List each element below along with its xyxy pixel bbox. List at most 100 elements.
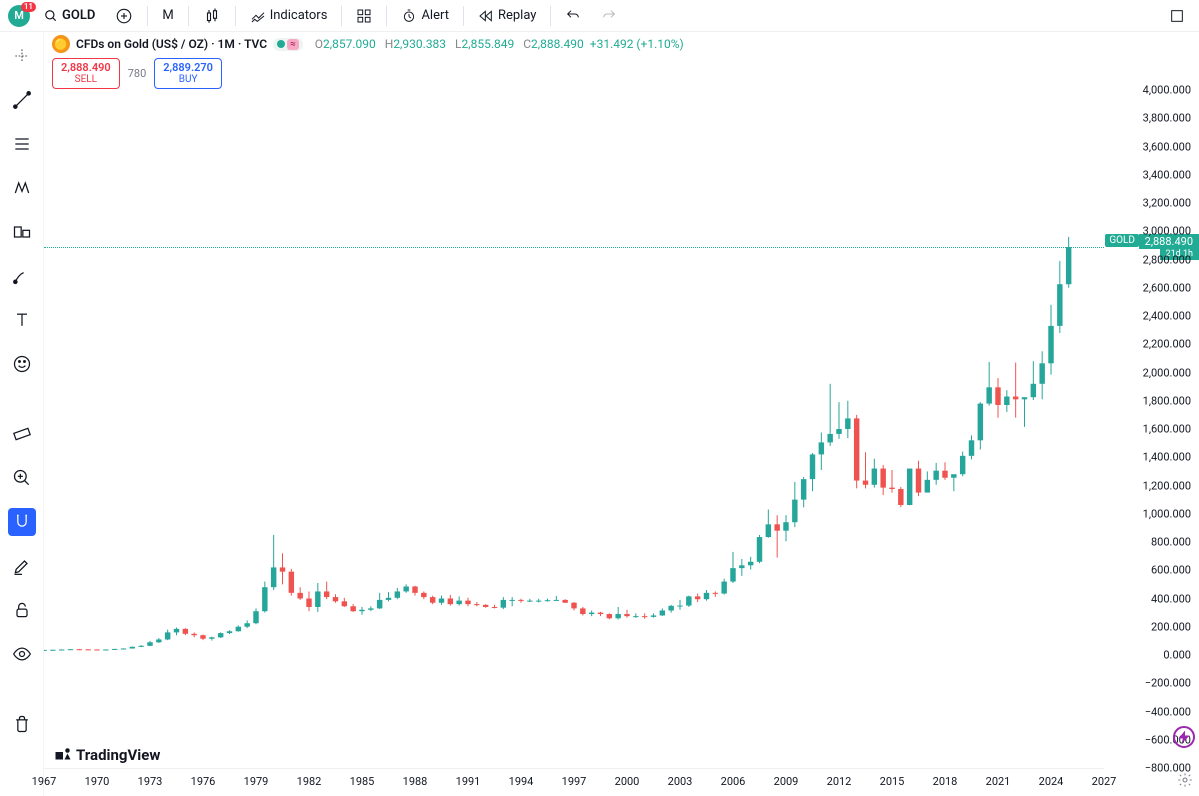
lock-tool[interactable] (8, 596, 36, 624)
x-axis-tick: 2012 (827, 775, 852, 788)
indicators-icon (250, 8, 266, 24)
redo-button[interactable] (595, 4, 623, 28)
candlestick-svg (44, 90, 1104, 768)
symbol-info-row: 🟡 CFDs on Gold (US$ / OZ) · 1M · TVC ≈ O… (44, 32, 1199, 56)
y-axis-tick: 3,600.000 (1143, 140, 1191, 153)
divider (463, 6, 464, 26)
x-axis-tick: 2018 (933, 775, 958, 788)
y-axis-tick: 400.000 (1151, 592, 1191, 605)
square-icon (1169, 8, 1185, 24)
crosshair-icon (12, 46, 32, 66)
y-axis-tick: 2,800.000 (1143, 253, 1191, 266)
x-axis-tick: 1997 (562, 775, 587, 788)
x-axis-tick: 1994 (509, 775, 534, 788)
tradingview-logo[interactable]: TradingView (54, 746, 160, 764)
replay-button[interactable]: Replay (472, 4, 543, 28)
emoji-tool[interactable] (8, 350, 36, 378)
lock-icon (12, 600, 32, 620)
drawing-toolbar (0, 32, 44, 796)
x-axis-tick: 1988 (403, 775, 428, 788)
ruler-tool[interactable] (8, 420, 36, 448)
y-axis-tick: 3,200.000 (1143, 197, 1191, 210)
y-axis-tick: 600.000 (1151, 564, 1191, 577)
price-axis[interactable]: GOLD 2,888.490 21d 1h −800.000−600.000−4… (1104, 90, 1199, 768)
x-axis-tick: 2024 (1039, 775, 1064, 788)
magnet-icon (12, 512, 32, 532)
lock-drawings-tool[interactable] (8, 552, 36, 580)
y-axis-tick: 1,000.000 (1143, 507, 1191, 520)
brush-tool[interactable] (8, 262, 36, 290)
goto-date-button[interactable] (1173, 726, 1195, 748)
time-axis[interactable]: 1967197019731976197919821985198819911994… (44, 768, 1104, 796)
market-status-dot (277, 40, 285, 48)
buy-button[interactable]: 2,889.270 BUY (154, 58, 222, 89)
buy-sell-row: 2,888.490 SELL 780 2,889.270 BUY (44, 56, 1199, 91)
symbol-name[interactable]: CFDs on Gold (US$ / OZ) · 1M · TVC (76, 37, 267, 51)
price-change: +31.492 (+1.10%) (590, 37, 684, 51)
tv-logo-icon (54, 746, 72, 764)
x-axis-tick: 2015 (880, 775, 905, 788)
eye-icon (12, 644, 32, 664)
axis-settings-button[interactable] (1177, 772, 1195, 790)
x-axis-tick: 2003 (668, 775, 693, 788)
cross-tool[interactable] (8, 42, 36, 70)
templates-button[interactable] (350, 4, 378, 28)
y-axis-tick: 800.000 (1151, 536, 1191, 549)
trendline-tool[interactable] (8, 86, 36, 114)
y-axis-tick: 3,800.000 (1143, 112, 1191, 125)
x-axis-tick: 2006 (721, 775, 746, 788)
interval-button[interactable]: M (156, 4, 179, 28)
fullscreen-button[interactable] (1163, 4, 1191, 28)
pattern-tool[interactable] (8, 174, 36, 202)
undo-icon (565, 8, 581, 24)
text-tool[interactable] (8, 306, 36, 334)
avatar-badge: 11 (21, 2, 36, 12)
xabcd-icon (12, 178, 32, 198)
top-toolbar: M 11 GOLD M Indicators Alert Replay (0, 0, 1199, 32)
hide-tool[interactable] (8, 640, 36, 668)
x-axis-tick: 1982 (297, 775, 322, 788)
pencil-icon (12, 556, 32, 576)
y-axis-tick: 0.000 (1163, 649, 1191, 662)
divider (386, 6, 387, 26)
alert-icon (401, 8, 417, 24)
smile-icon (12, 354, 32, 374)
x-axis-tick: 2027 (1092, 775, 1117, 788)
y-axis-tick: −400.000 (1145, 705, 1191, 718)
y-axis-tick: −200.000 (1145, 677, 1191, 690)
y-axis-tick: 3,400.000 (1143, 168, 1191, 181)
y-axis-tick: 1,200.000 (1143, 479, 1191, 492)
sell-button[interactable]: 2,888.490 SELL (52, 58, 120, 89)
price-chart[interactable]: TradingView (44, 90, 1104, 768)
horizontal-lines-icon (12, 134, 32, 154)
indicators-button[interactable]: Indicators (244, 4, 334, 28)
alert-button[interactable]: Alert (395, 4, 455, 28)
forecast-tool[interactable] (8, 218, 36, 246)
brush-icon (12, 266, 32, 286)
x-axis-tick: 1976 (191, 775, 216, 788)
y-axis-tick: 200.000 (1151, 620, 1191, 633)
divider (235, 6, 236, 26)
x-axis-tick: 1970 (85, 775, 110, 788)
symbol-search[interactable]: GOLD (38, 4, 101, 28)
x-axis-tick: 1979 (244, 775, 269, 788)
magnet-tool[interactable] (8, 508, 36, 536)
candle-icon (203, 7, 221, 25)
x-axis-tick: 2021 (986, 775, 1011, 788)
y-axis-tick: 2,200.000 (1143, 338, 1191, 351)
undo-button[interactable] (559, 4, 587, 28)
add-button[interactable] (109, 4, 139, 28)
user-avatar[interactable]: M 11 (8, 5, 30, 27)
remove-tool[interactable] (8, 710, 36, 738)
y-axis-tick: 2,600.000 (1143, 281, 1191, 294)
y-axis-tick: 1,400.000 (1143, 451, 1191, 464)
delayed-pill: ≈ (287, 39, 299, 50)
fib-tool[interactable] (8, 130, 36, 158)
rewind-icon (478, 8, 494, 24)
line-icon (12, 90, 32, 110)
lightning-icon (1178, 731, 1190, 743)
y-axis-tick: 1,600.000 (1143, 423, 1191, 436)
ticker-label: GOLD (62, 8, 95, 23)
zoom-tool[interactable] (8, 464, 36, 492)
chart-style-button[interactable] (197, 4, 227, 28)
